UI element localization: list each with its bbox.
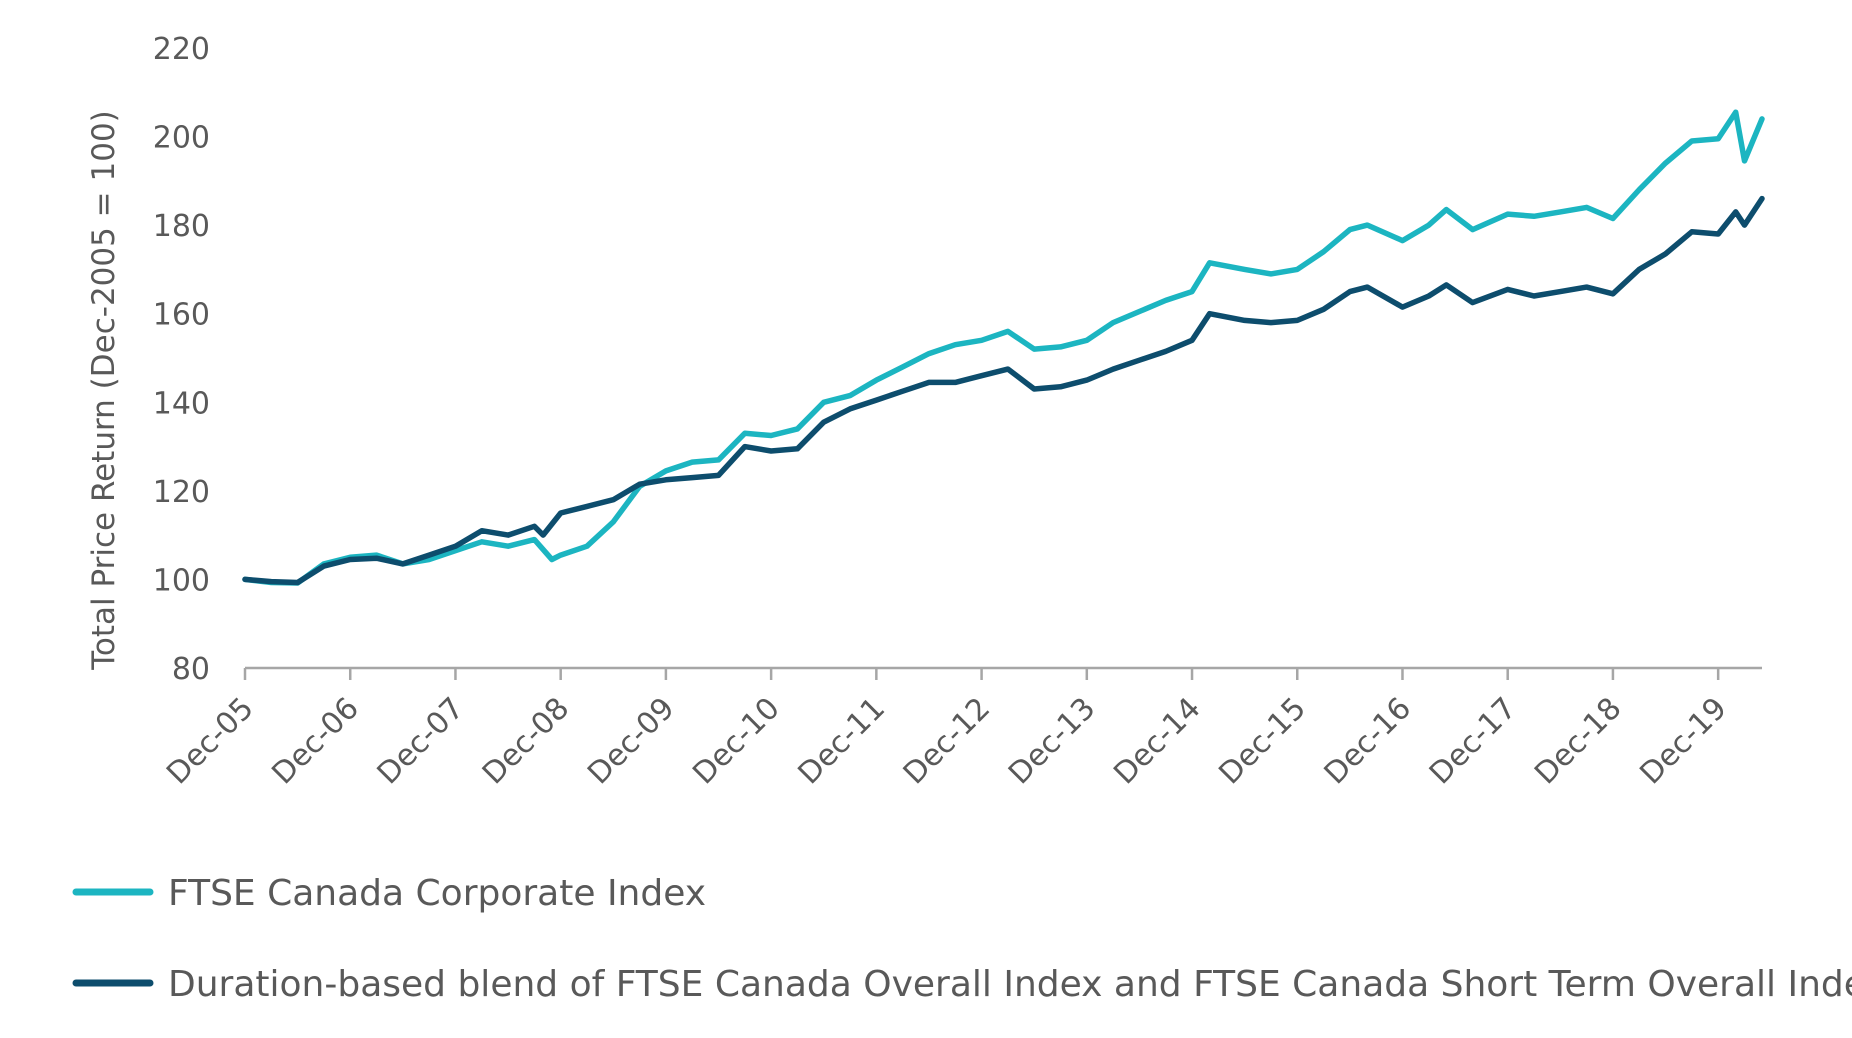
x-tick-label: Dec-14 [1107,691,1207,791]
x-tick-label: Dec-05 [160,691,260,791]
x-tick-label: Dec-16 [1318,691,1418,791]
legend-label-2: Duration-based blend of FTSE Canada Over… [168,964,1852,1005]
x-tick-label: Dec-12 [897,691,997,791]
x-tick-label: Dec-19 [1633,691,1733,791]
series-line-2 [242,195,1765,586]
series-lines [242,109,1765,586]
legend-label-1: FTSE Canada Corporate Index [168,873,706,914]
x-tick-label: Dec-09 [581,691,681,791]
y-tick-label: 140 [153,386,210,421]
y-tick-label: 180 [153,209,210,244]
y-tick-label: 100 [153,563,210,598]
x-tick-label: Dec-15 [1212,691,1312,791]
x-tick-label: Dec-10 [686,691,786,791]
legend: FTSE Canada Corporate Index Duration-base… [72,873,1852,1005]
x-tick-label: Dec-06 [265,691,365,791]
x-axis: Dec-05 Dec-06 Dec-07 Dec-08 Dec-09 Dec-10 Dec-… [160,666,1762,791]
x-tick-label: Dec-11 [792,691,892,791]
x-tick-label: Dec-07 [371,691,471,791]
y-axis-title: Total Price Return (Dec-2005 = 100) [86,110,122,671]
x-tick-label: Dec-17 [1423,691,1523,791]
x-tick-label: Dec-08 [476,691,576,791]
y-tick-label: 160 [153,298,210,333]
y-axis: 80 100 120 140 160 180 200 220 [153,32,210,687]
x-tick-label: Dec-13 [1002,691,1102,791]
y-tick-label: 200 [153,121,210,156]
y-tick-label: 80 [172,652,210,687]
x-tick-label: Dec-18 [1528,691,1628,791]
y-tick-label: 120 [153,475,210,510]
y-tick-label: 220 [153,32,210,67]
series-line-1 [242,109,1765,586]
